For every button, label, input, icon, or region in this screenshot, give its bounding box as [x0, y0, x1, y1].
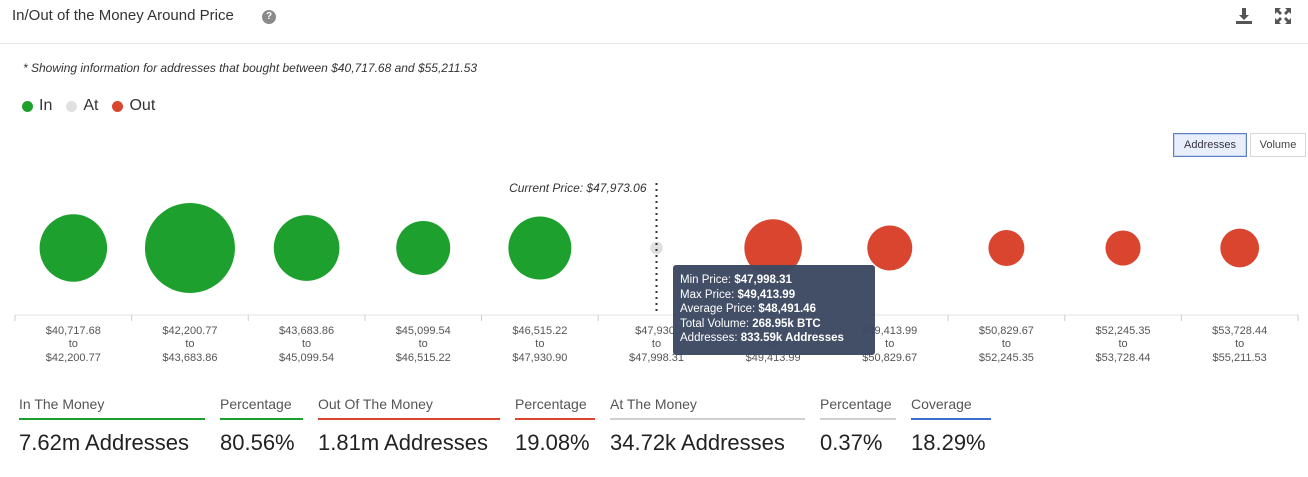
x-tick-label-from: $46,515.22 — [512, 325, 567, 337]
x-tick-label-to-word: to — [185, 338, 194, 350]
tooltip-row-avg: Average Price: $48,491.46 — [680, 303, 816, 316]
stat-value: 0.37% — [820, 430, 883, 455]
legend-label-at: At — [83, 97, 99, 114]
x-tick-label-to: $46,515.22 — [396, 352, 451, 364]
x-tick-label-to-word: to — [302, 338, 311, 350]
stat-coverage: Coverage 18.29% — [911, 396, 991, 456]
download-icon[interactable] — [1234, 6, 1254, 26]
bubble-chart: $40,717.68to$42,200.77$42,200.77to$43,68… — [14, 181, 1299, 364]
x-tick-label-to-word: to — [69, 338, 78, 350]
legend-item-at[interactable]: At — [66, 97, 98, 115]
bubble-in[interactable] — [273, 215, 340, 281]
expand-icon[interactable] — [1273, 6, 1293, 26]
x-tick-label-to-word: to — [1118, 338, 1127, 350]
x-tick-label-to: $47,930.90 — [512, 352, 567, 364]
x-tick-label-to: $43,683.86 — [162, 352, 217, 364]
x-tick-label-to: $50,829.67 — [862, 352, 917, 364]
x-tick-label-to: $55,211.53 — [1213, 352, 1267, 364]
x-tick-label-from: $53,728.44 — [1212, 325, 1267, 337]
bubble-in[interactable] — [144, 203, 235, 293]
x-tick-label-to: $53,728.44 — [1096, 352, 1151, 364]
tooltip-row-addresses: Addresses: 833.59k Addresses — [680, 332, 844, 345]
stat-out-percentage: Percentage 19.08% — [515, 396, 595, 456]
x-tick-label-from: $45,099.54 — [396, 325, 451, 337]
bubble-out[interactable] — [744, 219, 802, 277]
stat-label: Percentage — [515, 396, 595, 420]
tooltip-row-volume: Total Volume: 268.95k BTC — [680, 317, 821, 330]
chart-header: In/Out of the Money Around Price ? — [0, 0, 1308, 44]
x-tick-label-to: $49,413.99 — [746, 352, 801, 364]
stat-at-the-money: At The Money 34.72k Addresses — [610, 396, 805, 456]
bubble-in[interactable] — [39, 214, 108, 282]
tooltip-row-max: Max Price: $49,413.99 — [680, 288, 796, 301]
x-tick-label-from: $42,200.77 — [162, 325, 217, 337]
legend-dot-at — [66, 100, 78, 112]
help-icon[interactable]: ? — [262, 10, 276, 24]
bubble-at[interactable] — [650, 241, 663, 255]
bubble-out[interactable] — [988, 230, 1025, 266]
legend-label-in: In — [39, 97, 53, 114]
tooltip-row-min: Min Price: $47,998.31 — [680, 274, 792, 286]
page-title: In/Out of the Money Around Price — [12, 7, 234, 24]
stat-value: 34.72k Addresses — [610, 430, 785, 455]
x-tick-label-from: $47,930. — [635, 325, 678, 337]
x-tick-label-to-word: to — [419, 338, 428, 350]
stat-value: 18.29% — [911, 430, 986, 455]
stat-value: 1.81m Addresses — [318, 430, 488, 455]
bubble-out[interactable] — [867, 225, 913, 271]
x-tick-label-to-word: to — [652, 338, 661, 350]
x-tick-label-to-word: to — [1002, 338, 1011, 350]
stat-label: Coverage — [911, 396, 991, 420]
x-tick-label-from: $52,245.35 — [1096, 325, 1151, 337]
x-tick-label-from: $40,717.68 — [46, 325, 101, 337]
bubble-in[interactable] — [508, 216, 572, 280]
x-tick-label-to-word: to — [1235, 338, 1244, 350]
range-note: * Showing information for addresses that… — [23, 61, 478, 75]
stat-in-the-money: In The Money 7.62m Addresses — [19, 396, 205, 456]
x-tick-label-to: $45,099.54 — [279, 352, 334, 364]
x-tick-label-to: $52,245.35 — [979, 352, 1034, 364]
stat-label: In The Money — [19, 396, 205, 420]
x-tick-label-from: $43,683.86 — [279, 325, 334, 337]
stat-label: Percentage — [220, 396, 303, 420]
stat-at-percentage: Percentage 0.37% — [820, 396, 896, 456]
bubble-tooltip: Min Price: $47,998.31 Max Price: $49,413… — [673, 265, 875, 355]
bubble-in[interactable] — [396, 221, 451, 275]
bubble-out[interactable] — [1105, 230, 1141, 266]
x-tick-label-to: $42,200.77 — [46, 352, 101, 364]
volume-toggle-button[interactable]: Volume — [1250, 133, 1306, 157]
stat-label: Percentage — [820, 396, 896, 420]
x-tick-label-from: $50,829.67 — [979, 325, 1034, 337]
legend-label-out: Out — [129, 97, 156, 114]
stat-out-of-the-money: Out Of The Money 1.81m Addresses — [318, 396, 500, 456]
legend-dot-in — [22, 100, 33, 112]
addresses-toggle-button[interactable]: Addresses — [1173, 133, 1247, 157]
legend-item-out[interactable]: Out — [112, 97, 155, 115]
stat-in-percentage: Percentage 80.56% — [220, 396, 303, 456]
stat-value: 80.56% — [220, 430, 295, 455]
current-price-label: Current Price: $47,973.06 — [509, 181, 647, 195]
x-tick-label-to-word: to — [535, 338, 544, 350]
summary-stats: In The Money 7.62m Addresses Percentage … — [0, 396, 1308, 476]
stat-value: 7.62m Addresses — [19, 430, 189, 455]
x-tick-label-from: $49,413.99 — [862, 325, 917, 337]
legend-dot-out — [112, 100, 124, 112]
legend: In At Out — [22, 97, 161, 115]
stat-label: At The Money — [610, 396, 805, 420]
bubble-out[interactable] — [1220, 228, 1260, 268]
legend-item-in[interactable]: In — [22, 97, 52, 115]
x-tick-label-to: $47,998.31 — [629, 352, 684, 364]
stat-label: Out Of The Money — [318, 396, 500, 420]
x-tick-label-to-word: to — [885, 338, 894, 350]
stat-value: 19.08% — [515, 430, 590, 455]
